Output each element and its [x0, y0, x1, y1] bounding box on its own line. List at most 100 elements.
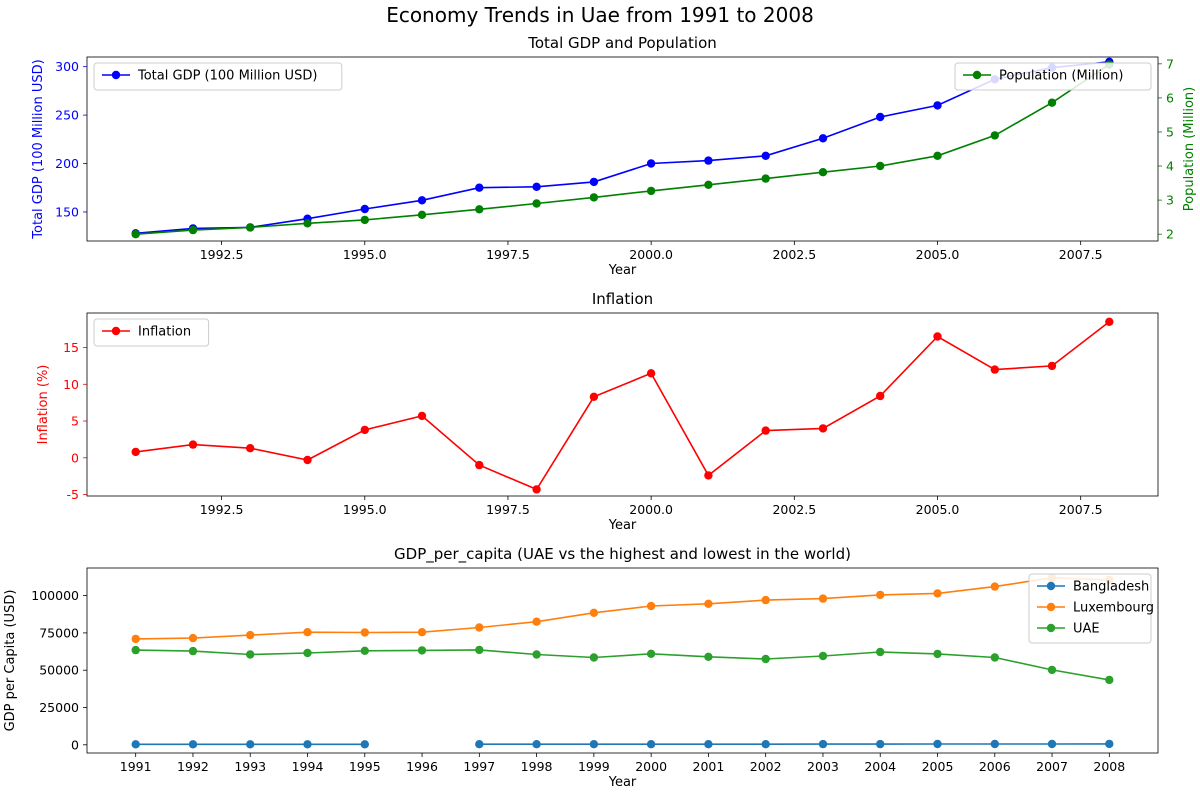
- data-point: [303, 455, 312, 465]
- data-point: [933, 151, 942, 160]
- figure-title: Economy Trends in Uae from 1991 to 2008: [386, 3, 814, 27]
- data-point: [475, 623, 484, 632]
- x-tick-label: 1997: [463, 759, 495, 774]
- data-point: [475, 740, 484, 749]
- data-point: [532, 617, 541, 626]
- x-tick-label: 1997.5: [486, 247, 530, 262]
- data-point: [246, 444, 255, 453]
- data-point: [761, 654, 770, 664]
- data-point: [246, 740, 255, 749]
- data-point: [818, 651, 828, 661]
- data-point: [818, 134, 828, 143]
- legend-box: [1028, 573, 1152, 644]
- data-point: [646, 649, 656, 658]
- x-tick-label: 2007.5: [1059, 247, 1103, 262]
- data-point: [589, 740, 599, 749]
- data-point: [475, 645, 484, 655]
- data-point: [646, 740, 656, 749]
- y-tick-label: 150: [55, 204, 79, 219]
- legend-label: Population (Million): [999, 69, 1123, 84]
- data-point: [131, 740, 140, 749]
- data-point: [188, 225, 198, 235]
- data-point: [246, 630, 255, 640]
- legend-box: [954, 62, 1152, 91]
- data-point: [646, 186, 656, 196]
- x-tick-label: 1995: [349, 759, 381, 774]
- x-tick-label: 2005.0: [916, 502, 960, 517]
- data-point: [704, 471, 713, 480]
- chart-panel-3: GDP_per_capita (UAE vs the highest and l…: [3, 545, 1159, 790]
- data-point: [1047, 739, 1057, 749]
- data-point: [303, 648, 312, 658]
- plot-frame: [86, 567, 1159, 754]
- x-tick-label: 2003: [807, 759, 839, 774]
- y-tick-label: 100000: [31, 588, 79, 603]
- y2-tick-label: 5: [1166, 124, 1174, 139]
- data-point: [990, 131, 999, 140]
- y-tick-label: 300: [55, 59, 79, 74]
- data-point: [1047, 361, 1057, 371]
- x-tick-label: 1995.0: [343, 502, 387, 517]
- data-point: [188, 646, 198, 656]
- x-tick-label: 1995.0: [343, 247, 387, 262]
- data-point: [876, 590, 885, 600]
- x-tick-label: 2007.5: [1059, 502, 1103, 517]
- series-line-population-million-: [135, 63, 1110, 235]
- plot-frame: [86, 312, 1159, 497]
- data-point: [303, 219, 312, 228]
- y-tick-label: 10: [63, 377, 79, 392]
- y-axis-label: GDP per Capita (USD): [3, 590, 18, 732]
- data-point: [188, 740, 198, 749]
- data-point: [876, 739, 885, 749]
- data-point: [131, 645, 140, 655]
- data-point: [532, 485, 541, 494]
- y-axis-label: Total GDP (100 Million USD): [31, 59, 46, 239]
- data-point: [990, 582, 999, 591]
- x-tick-label: 1993: [234, 759, 266, 774]
- data-point: [417, 411, 427, 421]
- data-point: [646, 159, 656, 168]
- chart-panel-1: Total GDP and Population 1992.5 1995.0 1997…: [31, 34, 1197, 278]
- data-point: [818, 168, 828, 177]
- y2-tick-label: 6: [1166, 90, 1174, 105]
- y-tick-label: 15: [63, 340, 79, 355]
- chart-title: GDP_per_capita (UAE vs the highest and l…: [394, 545, 851, 564]
- x-tick-label: 1992: [177, 759, 209, 774]
- legend-swatch-marker: [1046, 602, 1056, 612]
- legend-swatch-marker: [972, 70, 982, 80]
- data-point: [761, 740, 770, 749]
- data-point: [876, 112, 885, 122]
- data-point: [818, 594, 828, 603]
- data-point: [761, 174, 770, 183]
- data-point: [646, 601, 656, 611]
- data-point: [532, 740, 541, 749]
- data-point: [933, 739, 942, 749]
- x-tick-label: 2007: [1036, 759, 1068, 774]
- data-point: [704, 740, 713, 749]
- x-tick-label: 2002: [750, 759, 782, 774]
- x-tick-label: 1992.5: [200, 502, 244, 517]
- legend-label: UAE: [1073, 622, 1100, 637]
- x-tick-label: 2000: [635, 759, 667, 774]
- y-tick-label: 50000: [39, 663, 79, 678]
- legend-label: Inflation: [138, 325, 191, 340]
- legend-box: [93, 62, 343, 91]
- data-point: [532, 199, 541, 208]
- legend-label: Luxembourg: [1073, 601, 1154, 616]
- data-point: [532, 650, 541, 659]
- data-point: [818, 424, 828, 433]
- data-point: [417, 196, 427, 205]
- x-axis-label: Year: [608, 775, 637, 790]
- data-point: [360, 215, 369, 225]
- x-tick-label: 2004: [864, 759, 896, 774]
- y-tick-label: 0: [71, 737, 79, 752]
- data-point: [933, 589, 942, 598]
- data-point: [360, 204, 369, 214]
- data-point: [188, 633, 198, 643]
- data-point: [475, 460, 484, 470]
- data-point: [589, 608, 599, 617]
- x-tick-label: 2002.5: [772, 247, 816, 262]
- legend: Total GDP (100 Million USD): [93, 62, 343, 91]
- x-tick-label: 2008: [1093, 759, 1125, 774]
- y-tick-label: 75000: [39, 625, 79, 640]
